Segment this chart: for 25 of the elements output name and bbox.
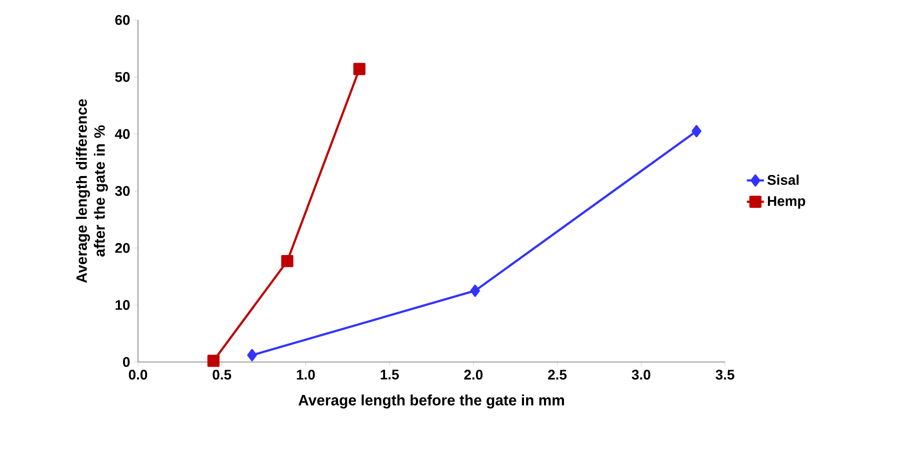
y-axis-title: Average length difference after the gate in % bbox=[76, 99, 108, 283]
point bbox=[353, 62, 366, 76]
x-tick-label: 2.5 bbox=[548, 370, 567, 380]
y-tick-label: 10 bbox=[116, 300, 130, 310]
point bbox=[207, 354, 220, 367]
x-axis-title: Average length before the gate in mm bbox=[298, 394, 564, 408]
x-tick-label: 0.5 bbox=[212, 370, 232, 380]
y-tick-label: 40 bbox=[114, 129, 130, 139]
y-tick-label: 30 bbox=[115, 186, 130, 196]
legend-label: Sisal bbox=[767, 174, 799, 185]
y-tick-label: 60 bbox=[115, 15, 130, 25]
x-tick-label: 1.0 bbox=[296, 370, 315, 380]
y-tick-label: 20 bbox=[115, 243, 130, 253]
point bbox=[247, 349, 257, 362]
y-tick-label: 50 bbox=[115, 72, 130, 82]
point bbox=[470, 284, 480, 297]
point bbox=[281, 255, 294, 268]
legend-label: Hemp bbox=[768, 196, 806, 209]
point bbox=[692, 125, 702, 138]
x-tick-label: 3.5 bbox=[716, 370, 734, 380]
x-tick-label: 0.0 bbox=[128, 370, 148, 380]
y-tick-label: 0 bbox=[123, 357, 130, 367]
x-tick-label: 1.5 bbox=[380, 370, 399, 380]
x-tick-label: 2.0 bbox=[464, 370, 483, 380]
x-tick-label: 3.0 bbox=[632, 370, 650, 380]
